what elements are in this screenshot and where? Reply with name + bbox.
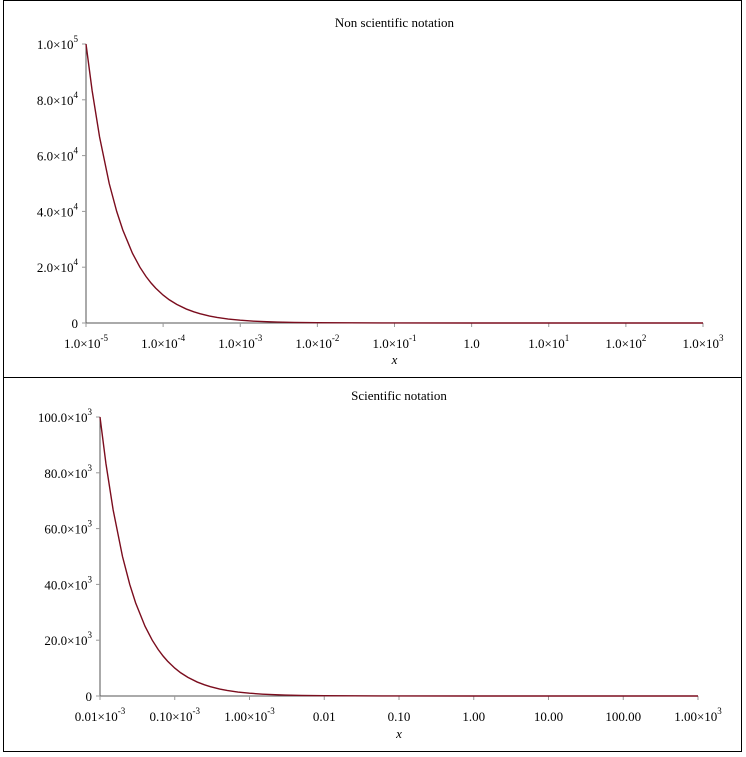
y-tick-label-base: 100.0×10 — [38, 410, 88, 425]
y-tick-label-sup: 4 — [74, 201, 79, 211]
x-tick-label: 1.0×10-3 — [218, 333, 263, 351]
y-tick-label: 60.0×103 — [44, 519, 92, 537]
x-tick-label-sup: -4 — [178, 333, 186, 343]
y-tick-label: 40.0×103 — [44, 574, 92, 592]
x-tick-label: 0.01×10-3 — [75, 706, 126, 724]
x-tick-label-base: 1.00×10 — [674, 709, 717, 724]
x-tick-label-base: 1.00 — [462, 709, 485, 724]
x-tick-label-base: 1.0×10 — [141, 336, 178, 351]
y-tick-label-sup: 3 — [88, 519, 93, 529]
x-tick-label: 1.00×103 — [674, 706, 722, 724]
x-tick-label: 0.10×10-3 — [149, 706, 200, 724]
x-tick-label-base: 0.01 — [313, 709, 336, 724]
curve — [85, 43, 703, 324]
x-tick-label-base: 0.01×10 — [75, 709, 118, 724]
x-tick-label: 1.0×102 — [605, 333, 646, 351]
y-tick-label-sup: 3 — [88, 630, 93, 640]
y-tick-label-base: 20.0×10 — [44, 633, 87, 648]
x-tick-label-sup: 3 — [719, 333, 724, 343]
y-tick-label-base: 1.0×10 — [37, 37, 74, 52]
x-tick-label-base: 1.0×10 — [528, 336, 565, 351]
chart-title: Scientific notation — [351, 388, 447, 403]
x-tick-label-sup: -3 — [255, 333, 263, 343]
y-tick-label-sup: 4 — [74, 90, 79, 100]
y-tick-label-base: 8.0×10 — [37, 93, 74, 108]
x-tick-label: 1.0×10-2 — [295, 333, 339, 351]
y-tick-label-base: 60.0×10 — [44, 522, 87, 537]
x-tick-label: 0.10 — [388, 709, 411, 724]
x-tick-label: 1.00 — [462, 709, 485, 724]
x-tick-label: 1.0×103 — [682, 333, 724, 351]
x-tick-label-base: 1.0 — [464, 336, 480, 351]
x-tick-label-sup: 3 — [717, 706, 722, 716]
x-tick-label-base: 1.0×10 — [295, 336, 332, 351]
x-tick-label-base: 1.0×10 — [682, 336, 719, 351]
chart-title: Non scientific notation — [335, 15, 455, 30]
x-tick-label-base: 1.00×10 — [224, 709, 267, 724]
panel-border — [3, 0, 742, 378]
y-tick-label-base: 80.0×10 — [44, 466, 87, 481]
x-tick-label: 100.00 — [605, 709, 641, 724]
x-tick-label-base: 10.00 — [534, 709, 563, 724]
y-tick-label-base: 40.0×10 — [44, 577, 87, 592]
curve — [99, 416, 698, 697]
x-tick-label-sup: 2 — [642, 333, 647, 343]
x-tick-label-sup: -3 — [118, 706, 126, 716]
y-tick-label: 8.0×104 — [37, 90, 79, 108]
x-tick-label-base: 1.0×10 — [605, 336, 642, 351]
x-tick-label-sup: -3 — [193, 706, 201, 716]
x-tick-label-base: 1.0×10 — [218, 336, 255, 351]
x-tick-label-sup: -5 — [101, 333, 109, 343]
y-tick-label-sup: 3 — [88, 407, 93, 417]
y-tick-label-sup: 4 — [74, 257, 79, 267]
y-tick-label: 20.0×103 — [44, 630, 92, 648]
x-tick-label: 0.01 — [313, 709, 336, 724]
x-tick-label: 10.00 — [534, 709, 563, 724]
x-tick-label: 1.0×101 — [528, 333, 569, 351]
x-tick-label-sup: 1 — [565, 333, 570, 343]
x-tick-label-sup: -2 — [332, 333, 340, 343]
x-tick-label: 1.0 — [464, 336, 480, 351]
x-tick-label: 1.0×10-1 — [372, 333, 416, 351]
x-tick-label-sup: -1 — [409, 333, 417, 343]
x-tick-label: 1.0×10-4 — [141, 333, 186, 351]
y-tick-label: 0 — [86, 689, 93, 704]
x-tick-label-base: 0.10×10 — [149, 709, 192, 724]
x-tick-label: 1.00×10-3 — [224, 706, 275, 724]
y-tick-label-base: 2.0×10 — [37, 260, 74, 275]
x-tick-label-base: 100.00 — [605, 709, 641, 724]
y-tick-label-sup: 3 — [88, 574, 93, 584]
x-tick-label-base: 1.0×10 — [372, 336, 409, 351]
y-tick-label-sup: 5 — [74, 34, 79, 44]
x-tick-label: 1.0×10-5 — [64, 333, 109, 351]
y-tick-label: 6.0×104 — [37, 146, 79, 164]
x-tick-label-sup: -3 — [267, 706, 275, 716]
x-tick-label-base: 1.0×10 — [64, 336, 101, 351]
x-axis-label: x — [391, 352, 398, 367]
y-tick-label-sup: 3 — [88, 463, 93, 473]
panel-border — [3, 377, 742, 752]
y-tick-label: 1.0×105 — [37, 34, 79, 52]
y-tick-label: 4.0×104 — [37, 201, 79, 219]
y-tick-label: 100.0×103 — [38, 407, 93, 425]
y-tick-label-base: 4.0×10 — [37, 204, 74, 219]
x-axis-label: x — [395, 726, 402, 741]
y-tick-label: 2.0×104 — [37, 257, 79, 275]
y-tick-label-base: 6.0×10 — [37, 149, 74, 164]
y-tick-label-sup: 4 — [74, 146, 79, 156]
y-tick-label: 80.0×103 — [44, 463, 92, 481]
y-tick-label: 0 — [72, 316, 79, 331]
x-tick-label-base: 0.10 — [388, 709, 411, 724]
